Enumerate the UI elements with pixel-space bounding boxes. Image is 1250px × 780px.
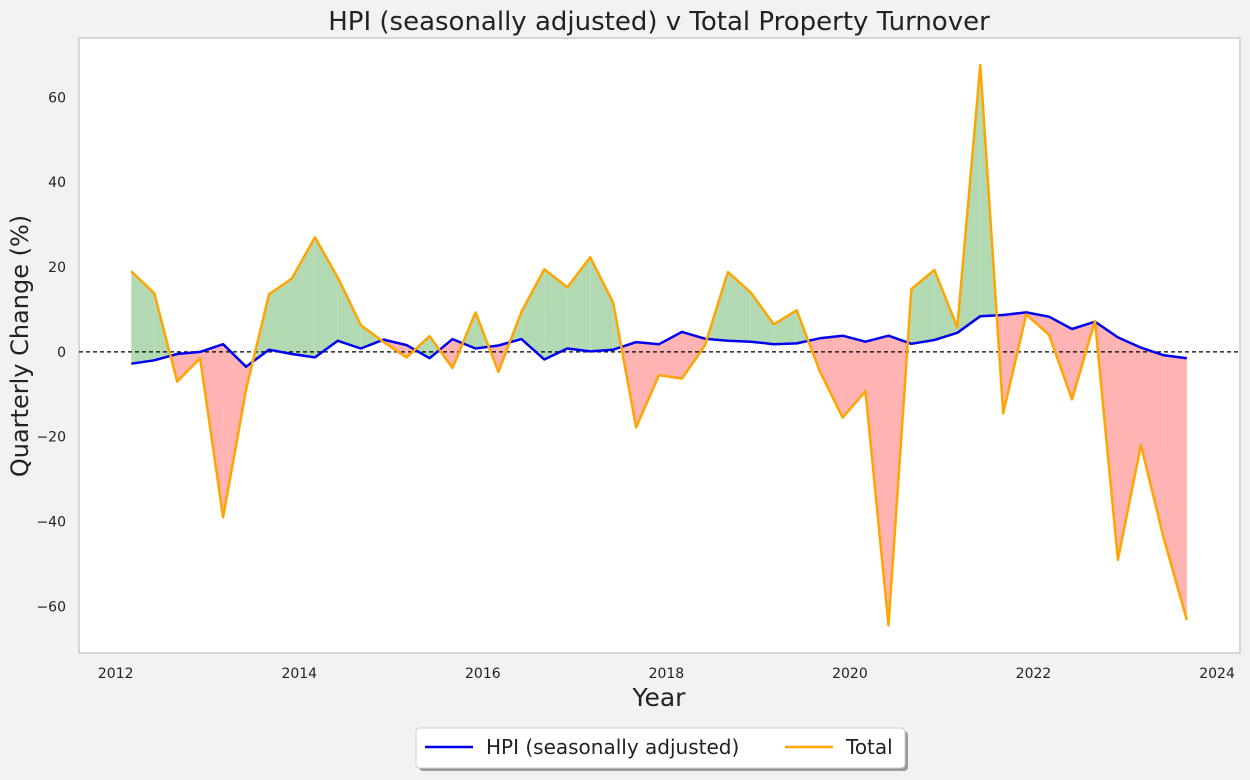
y-tick-label: 60 (48, 90, 66, 106)
y-tick-labels: −60 −40 −20 0 20 40 60 (36, 90, 66, 615)
legend-label-total: Total (845, 735, 893, 759)
x-axis-label: Year (632, 683, 687, 712)
legend-label-hpi: HPI (seasonally adjusted) (486, 735, 739, 759)
y-tick-label: 20 (48, 260, 66, 276)
chart-title: HPI (seasonally adjusted) v Total Proper… (328, 7, 990, 37)
y-axis-label: Quarterly Change (%) (6, 215, 34, 477)
x-tick-label: 2012 (98, 666, 134, 682)
x-tick-labels: 2012 2014 2016 2018 2020 2022 2024 (98, 666, 1235, 682)
x-tick-label: 2018 (649, 666, 685, 682)
x-tick-label: 2020 (832, 666, 868, 682)
legend: HPI (seasonally adjusted) Total (416, 728, 908, 771)
y-tick-label: −40 (36, 515, 66, 531)
x-tick-label: 2016 (465, 666, 501, 682)
x-tick-label: 2024 (1199, 666, 1235, 682)
y-tick-label: −60 (36, 599, 66, 615)
y-tick-label: 0 (57, 345, 66, 361)
x-tick-label: 2022 (1016, 666, 1052, 682)
x-tick-label: 2014 (281, 666, 317, 682)
y-tick-label: 40 (48, 175, 66, 191)
y-tick-label: −20 (36, 430, 66, 446)
